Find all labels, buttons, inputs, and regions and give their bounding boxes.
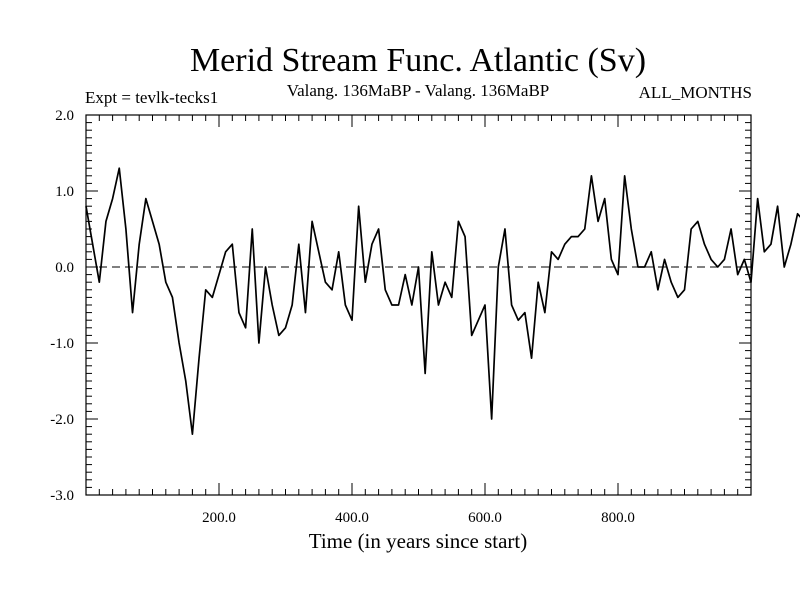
y-tick-label: 0.0 [55,260,74,276]
experiment-label: Expt = tevlk-tecks1 [85,88,218,107]
x-tick-label: 400.0 [335,510,369,526]
y-tick-label: 1.0 [55,184,74,200]
x-axis-label: Time (in years since start) [309,529,528,553]
comparison-label: Valang. 136MaBP - Valang. 136MaBP [287,81,550,100]
y-tick-label: 2.0 [55,108,74,124]
x-tick-label: 600.0 [468,510,502,526]
tick-layer [86,115,751,495]
tick-label-layer: 200.0 400.0 600.0 800.0 2.0 1.0 0.0 -1.0 -2.0 -3.… [50,108,635,526]
y-tick-label: -1.0 [50,336,74,352]
months-label: ALL_MONTHS [639,83,752,102]
series-line-0 [85,167,800,436]
y-tick-label: -3.0 [50,488,74,504]
x-tick-label: 800.0 [601,510,635,526]
series-layer [85,167,800,436]
x-tick-label: 200.0 [202,510,236,526]
chart-title: Merid Stream Func. Atlantic (Sv) [190,42,646,79]
plot-frame [85,114,752,496]
y-tick-label: -2.0 [50,412,74,428]
